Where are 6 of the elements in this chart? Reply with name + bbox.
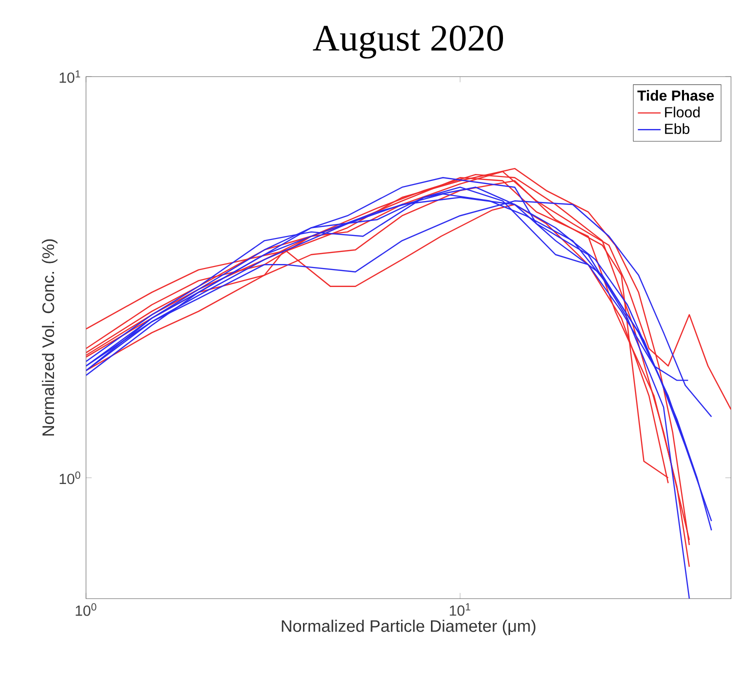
chart-title: August 2020 bbox=[312, 26, 504, 59]
x-axis-title: Normalized Particle Diameter (μm) bbox=[282, 620, 536, 636]
legend-label: Ebb bbox=[665, 123, 690, 134]
legend-label: Flood bbox=[665, 106, 700, 118]
legend-title: Tide Phase bbox=[637, 90, 714, 101]
y-axis-title: Normalized Vol. Conc. (%) bbox=[42, 239, 58, 436]
